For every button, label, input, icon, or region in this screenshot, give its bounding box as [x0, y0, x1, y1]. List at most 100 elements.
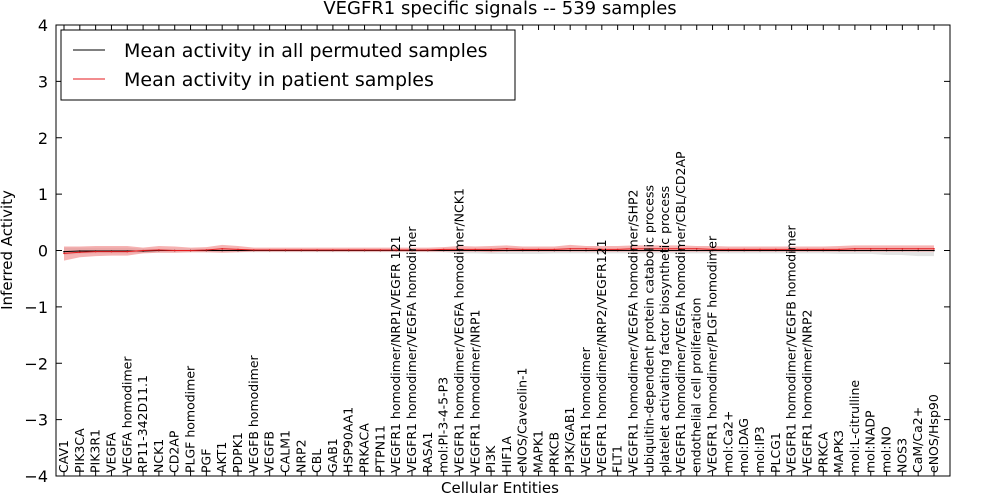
x-tick-label: VEGFR1 homodimer/VEGFB homodimer — [784, 225, 799, 473]
series-1-point — [332, 249, 334, 251]
x-tick-label: mol:IP3 — [752, 426, 767, 473]
series-0-point — [616, 249, 619, 252]
legend: Mean activity in all permuted samples Mea… — [60, 29, 516, 101]
x-tick-label: NRP2 — [293, 439, 308, 473]
y-tick-label: −2 — [24, 354, 48, 373]
y-tick-label: 3 — [38, 72, 48, 91]
series-0-point — [727, 249, 730, 252]
series-1-point — [363, 249, 366, 251]
series-1-point — [933, 248, 935, 250]
x-tick-label: PIK3R1 — [88, 429, 103, 473]
series-0-point — [759, 249, 761, 252]
x-tick-label: endothelial cell proliferation — [689, 298, 704, 473]
series-1-point — [695, 248, 698, 250]
series-1-point — [427, 249, 429, 251]
x-tick-label: mol:DAG — [736, 418, 751, 473]
series-0-point — [569, 249, 571, 252]
series-0-point — [221, 249, 223, 252]
series-0-point — [775, 249, 777, 252]
x-tick-label: VEGFR1 homodimer/NRP1/VEGFR 121 — [388, 235, 403, 473]
x-tick-label: VEGFA homodimer — [119, 356, 134, 473]
legend-box — [60, 29, 516, 101]
x-tick-label: mol:NO — [879, 426, 894, 473]
x-tick-label: VEGFR1 homodimer/VEGFA homodimer/SHP2 — [625, 189, 640, 473]
series-1-point — [648, 248, 651, 250]
y-tick-label: −1 — [24, 298, 48, 317]
series-0-point — [854, 249, 856, 252]
series-1-point — [917, 248, 919, 250]
series-1-point — [395, 249, 397, 251]
x-tick-label: VEGFB homodimer — [246, 354, 261, 473]
series-1-point — [490, 248, 492, 251]
series-1-point — [664, 248, 666, 250]
series-1-point — [442, 248, 445, 251]
x-tick-label: CAV1 — [56, 440, 71, 473]
series-1-point — [759, 248, 761, 251]
x-tick-label: VEGFB — [262, 431, 277, 473]
series-0-point — [537, 249, 540, 252]
x-tick-label: PIK3CA — [72, 428, 87, 473]
series-1-point — [790, 248, 793, 251]
y-tick-label: 1 — [38, 185, 48, 204]
x-tick-label: MAPK3 — [831, 430, 846, 473]
series-1-point — [316, 249, 318, 251]
series-0-point — [869, 249, 872, 252]
x-tick-label: PLCG1 — [768, 432, 783, 473]
series-band-1 — [64, 244, 934, 261]
series-line-0 — [63, 250, 934, 253]
series-0-point — [506, 249, 508, 252]
series-0-point — [632, 249, 635, 252]
x-tick-label: PLGF homodimer — [183, 365, 198, 473]
series-1-point — [158, 249, 160, 251]
series-1-point — [569, 248, 571, 250]
series-1-point — [268, 249, 271, 251]
x-tick-label: mol:PI-3-4-5-P3 — [436, 377, 451, 473]
x-tick-label: AKT1 — [214, 442, 229, 473]
x-tick-label: mol:Ca2+ — [720, 411, 735, 473]
series-1-point — [253, 249, 255, 251]
series-1-point — [284, 249, 287, 251]
series-0-point — [885, 249, 888, 252]
series-1-point — [854, 248, 856, 250]
series-1-point — [869, 248, 872, 250]
series-0-point — [63, 250, 65, 253]
series-1-point — [411, 249, 413, 251]
series-0-point — [933, 249, 935, 252]
series-0-point — [664, 249, 666, 252]
series-1-point — [521, 248, 524, 251]
series-1-point — [885, 248, 888, 250]
y-tick-label: 4 — [38, 16, 48, 35]
x-tick-label: PDPK1 — [230, 432, 245, 473]
x-tick-label: VEGFR1 homodimer/NRP1 — [467, 310, 482, 473]
x-tick-label: RASA1 — [420, 432, 435, 473]
category-labels: CAV1 PIK3CA PIK3R1 VEGFA VEGFA homodimer RP11… — [56, 151, 941, 473]
series-1-point — [901, 248, 904, 250]
series-1-point — [537, 248, 540, 251]
axis-ticks: −4 −3 −2 −1 0 1 2 3 4 — [24, 16, 950, 486]
x-tick-label: VEGFR1 homodimer — [578, 346, 593, 473]
series-1-point — [142, 249, 144, 252]
x-tick-label: platelet activating factor biosynthetic … — [657, 186, 672, 473]
series-1-point — [616, 248, 619, 251]
legend-entry-label: Mean activity in all permuted samples — [124, 40, 487, 62]
series-1-point — [205, 249, 208, 251]
y-tick-label: −4 — [24, 467, 48, 486]
x-tick-label: HIF1A — [499, 436, 514, 473]
x-tick-label: PTPN11 — [372, 425, 387, 473]
series-1-point — [79, 251, 81, 253]
series-0-point — [585, 249, 587, 252]
x-tick-label: VEGFR1 homodimer/VEGFA homodimer/CBL/CD2… — [673, 151, 688, 473]
series-0-point — [490, 249, 492, 252]
x-tick-label: ubiquitin-dependent protein catabolic pr… — [641, 185, 656, 473]
series-0-point — [822, 249, 825, 252]
series-1-point — [173, 249, 176, 252]
plot-frame — [55, 24, 951, 477]
y-axis-label: Inferred Activity — [0, 190, 16, 310]
series-1-point — [743, 248, 745, 251]
series-0-point — [838, 249, 840, 252]
series-0-point — [553, 249, 556, 252]
series-0-point — [79, 250, 81, 252]
x-tick-label: PI3K — [483, 445, 498, 473]
x-tick-label: GAB1 — [325, 438, 340, 473]
